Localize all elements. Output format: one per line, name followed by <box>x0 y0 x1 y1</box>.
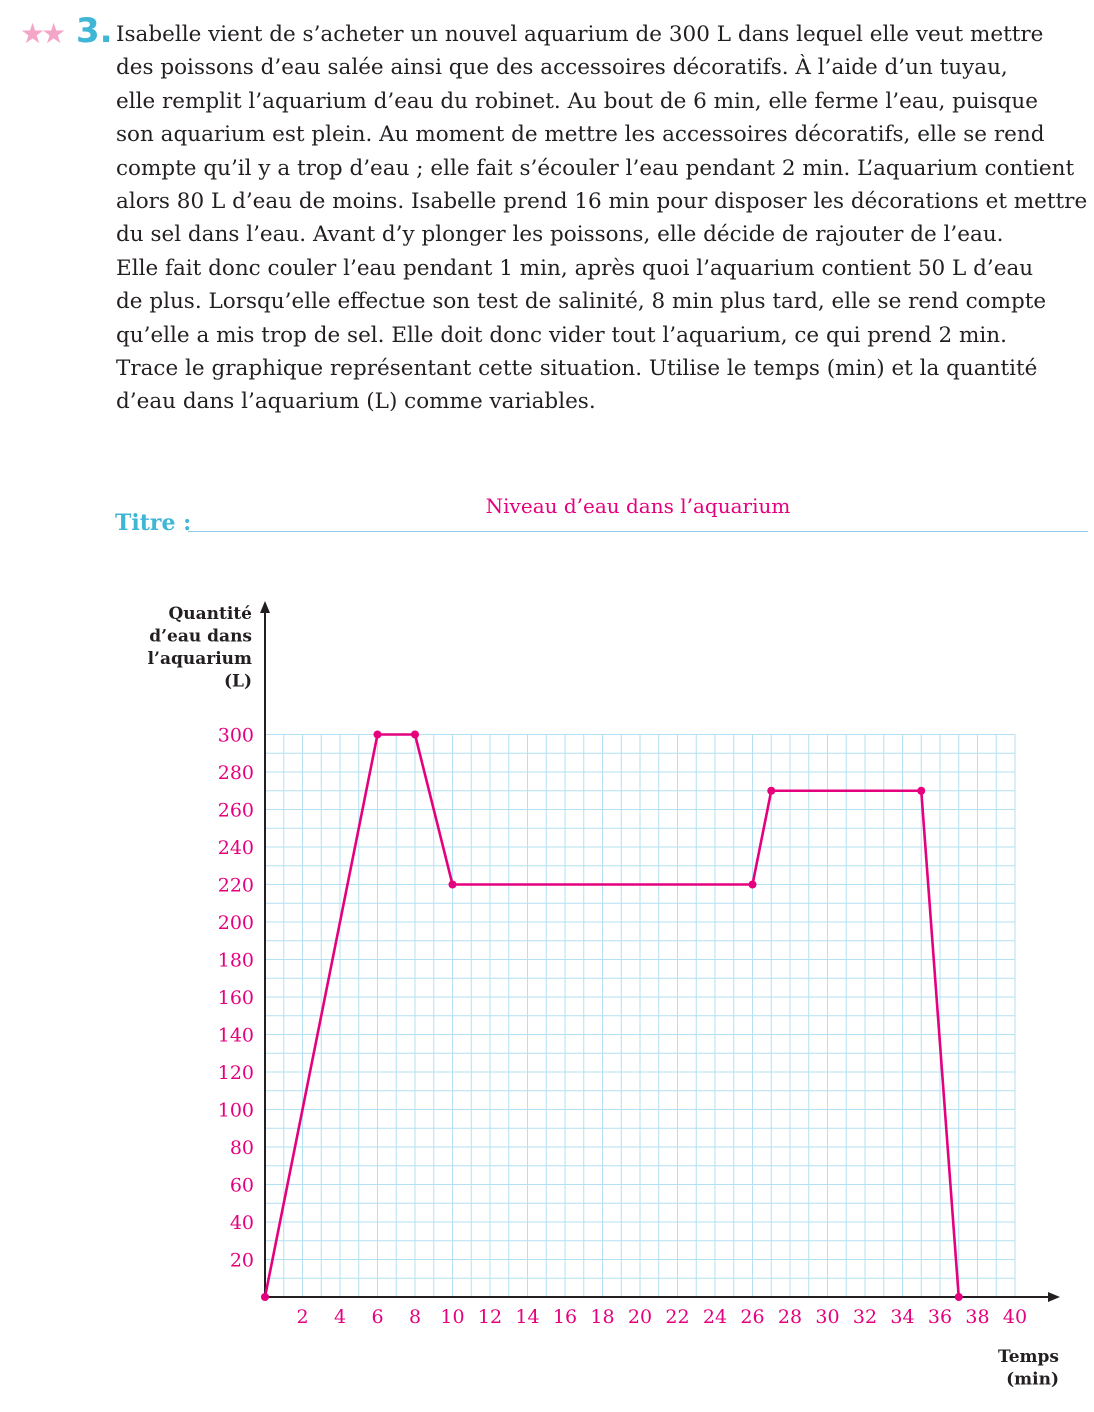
y-tick-label: 100 <box>218 1100 254 1122</box>
statement-line: des poissons d’eau salée ainsi que des a… <box>116 55 1008 81</box>
chart-axes <box>260 601 1060 1302</box>
x-tick-label: 34 <box>890 1306 914 1328</box>
exercise-number: 3. <box>76 11 113 51</box>
statement-line: compte qu’il y a trop d’eau ; elle fait … <box>116 155 1075 181</box>
data-point <box>373 730 382 739</box>
x-tick-label: 36 <box>928 1306 952 1328</box>
title-answer-text: Niveau d’eau dans l’aquarium <box>485 494 791 518</box>
y-axis-title-line: l’aquarium <box>148 649 252 669</box>
x-tick-label: 20 <box>628 1306 652 1328</box>
y-tick-label: 240 <box>218 837 254 859</box>
statement-line: alors 80 L d’eau de moins. Isabelle pren… <box>116 189 1088 215</box>
y-axis-title-line: Quantité <box>168 604 252 624</box>
y-axis-title-line: (L) <box>224 672 252 692</box>
x-axis-title-line: (min) <box>1006 1370 1059 1390</box>
y-tick-label: 140 <box>218 1025 254 1047</box>
statement-line: Elle fait donc couler l’eau pendant 1 mi… <box>116 255 1034 281</box>
y-tick-label: 40 <box>230 1212 254 1234</box>
data-point <box>917 786 926 795</box>
statement-line: de plus. Lorsqu’elle effectue son test d… <box>116 289 1047 315</box>
data-point <box>767 786 776 795</box>
y-axis-title-line: d’eau dans <box>149 627 252 647</box>
difficulty-stars-icon: ★★ <box>20 17 66 50</box>
data-point <box>261 1293 269 1301</box>
x-tick-label: 22 <box>665 1306 689 1328</box>
x-tick-label: 18 <box>590 1306 614 1328</box>
x-tick-label: 10 <box>440 1306 464 1328</box>
statement-line: Trace le graphique représentant cette si… <box>116 356 1038 382</box>
x-tick-label: 4 <box>334 1306 346 1328</box>
x-tick-label: 30 <box>815 1306 839 1328</box>
chart-series <box>261 730 963 1301</box>
statement-line: d’eau dans l’aquarium (L) comme variable… <box>116 389 596 415</box>
data-point <box>954 1293 963 1301</box>
y-tick-label: 220 <box>218 875 254 897</box>
x-axis-title-line: Temps <box>998 1347 1059 1367</box>
y-tick-label: 180 <box>218 950 254 972</box>
y-tick-label: 20 <box>230 1250 254 1272</box>
x-tick-label: 32 <box>853 1306 877 1328</box>
title-field-label: Titre : <box>115 510 192 536</box>
y-axis-arrow-icon <box>260 601 270 613</box>
x-tick-label: 28 <box>778 1306 802 1328</box>
x-tick-label: 14 <box>515 1306 539 1328</box>
x-tick-label: 40 <box>1003 1306 1027 1328</box>
statement-line: Isabelle vient de s’acheter un nouvel aq… <box>116 22 1044 47</box>
x-tick-label: 2 <box>296 1306 308 1328</box>
y-tick-label: 60 <box>230 1175 254 1197</box>
y-tick-label: 160 <box>218 987 254 1009</box>
x-tick-label: 6 <box>371 1306 383 1328</box>
data-point <box>748 880 757 889</box>
y-tick-label: 80 <box>230 1137 254 1159</box>
chart-grid <box>265 734 1016 1297</box>
y-tick-label: 120 <box>218 1062 254 1084</box>
data-point <box>448 880 457 889</box>
series-line <box>263 733 961 1298</box>
x-axis-arrow-icon <box>1048 1292 1060 1302</box>
data-point <box>411 730 419 739</box>
y-tick-label: 280 <box>218 762 254 784</box>
x-tick-label: 26 <box>740 1306 764 1328</box>
x-tick-label: 12 <box>478 1306 502 1328</box>
x-tick-label: 8 <box>409 1306 421 1328</box>
y-tick-label: 260 <box>218 800 254 822</box>
x-tick-label: 16 <box>553 1306 577 1328</box>
statement-line: du sel dans l’eau. Avant d’y plonger les… <box>116 222 1004 248</box>
y-tick-label: 300 <box>218 725 254 747</box>
statement-line: qu’elle a mis trop de sel. Elle doit don… <box>116 322 1007 348</box>
x-tick-label: 38 <box>965 1306 989 1328</box>
statement-line: elle remplit l’aquarium d’eau du robinet… <box>116 88 1039 114</box>
title-answer-line <box>188 531 1088 532</box>
chart-tick-labels: 2 4 6 8 10 12 14 16 18 20 22 24 26 28 30 32 34 36 38 402040… <box>218 725 1027 1329</box>
x-tick-label: 24 <box>703 1306 727 1328</box>
exercise-statement: Isabelle vient de s’acheter un nouvel aq… <box>116 18 1088 419</box>
statement-line: son aquarium est plein. Au moment de met… <box>116 122 1045 148</box>
y-tick-label: 200 <box>218 912 254 934</box>
